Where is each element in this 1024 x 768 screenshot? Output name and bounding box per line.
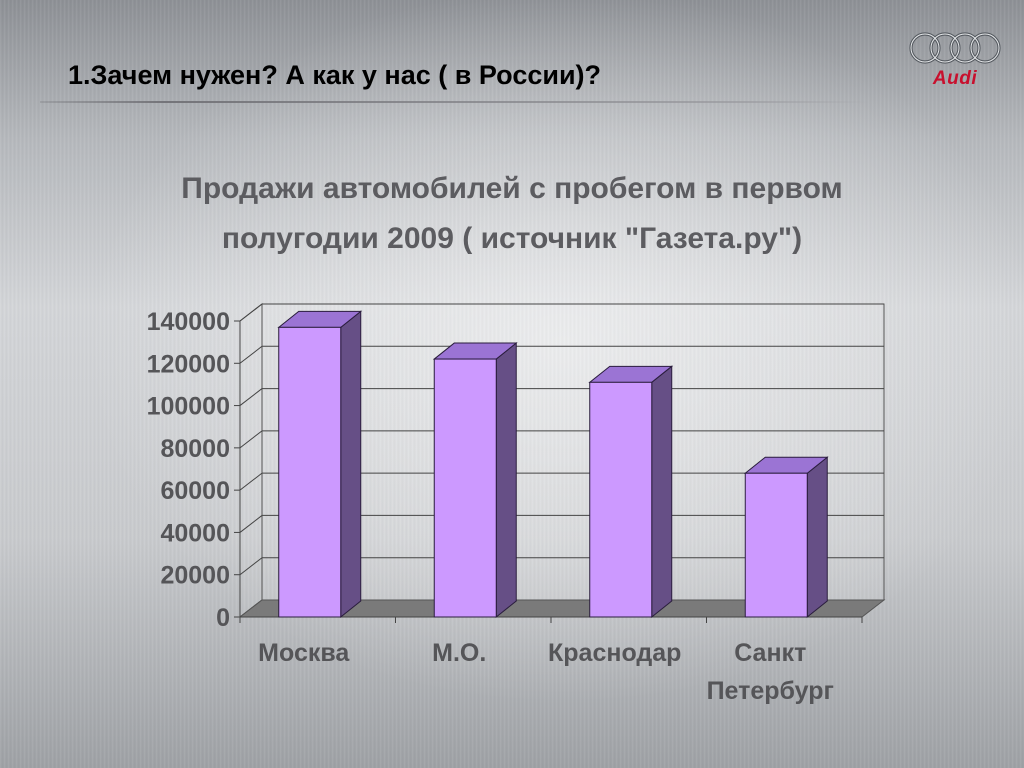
bar-side [495,342,517,619]
audi-logo: Audi [905,30,1005,92]
bar-side [806,456,828,619]
audi-rings-icon [909,32,1001,64]
gridline-side [239,388,263,406]
gridline-side [239,557,263,576]
y-tick-label: 80000 [160,435,230,463]
chart-side-wall [239,302,263,619]
bar [278,326,342,618]
x-tick-label: Санкт [734,639,806,667]
chart-title-line-2: полугодии 2009 ( источник "Газета.ру") [222,222,802,255]
y-tick-label: 140000 [147,308,230,336]
gridline-side [239,345,263,364]
y-tick-label: 20000 [160,562,230,590]
title-divider [40,101,870,103]
x-tick-label: Петербург [707,677,834,705]
y-tick-label: 120000 [147,350,230,378]
bar-side [340,310,362,619]
gridline-side [239,472,263,491]
x-tick-label: Краснодар [548,639,681,667]
x-tick-label: Москва [258,639,350,667]
chart-title-line-1: Продажи автомобилей с пробегом в первом [181,172,842,205]
y-tick-label: 0 [216,604,230,632]
bar [433,358,497,618]
y-tick-label: 60000 [160,477,230,505]
gridline-side [239,515,263,533]
bar [744,472,808,618]
gridline-side [239,303,263,322]
bar-side [651,365,673,619]
x-tick-label: М.О. [432,639,486,667]
gridline-side [239,430,263,449]
slide-title: 1.Зачем нужен? А как у нас ( в России)? [68,60,602,90]
bar [589,381,653,618]
y-tick-label: 40000 [160,519,230,547]
audi-logo-text: Audi [932,68,978,89]
y-tick-label: 100000 [147,393,230,421]
